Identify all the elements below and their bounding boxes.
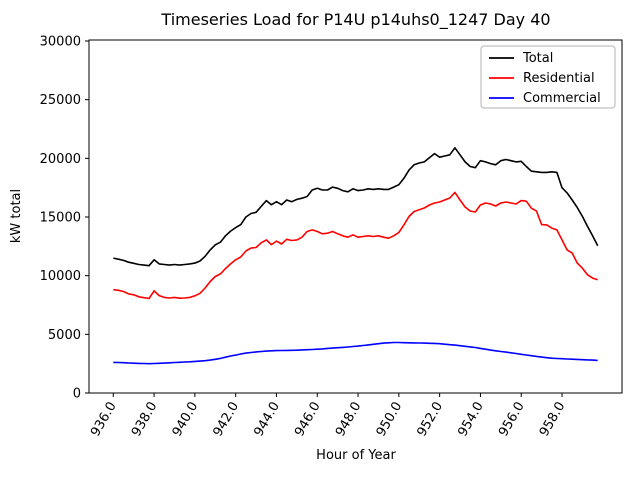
y-axis-ticks: 0 5000 10000 15000 20000 25000 30000 xyxy=(40,35,89,402)
x-axis-label: Hour of Year xyxy=(316,448,396,463)
y-axis-label: kW total xyxy=(9,189,24,243)
x-tick-label: 936.0 xyxy=(88,400,120,440)
x-tick-label: 956.0 xyxy=(496,400,528,440)
legend-label-total: Total xyxy=(522,51,553,66)
x-tick-label: 958.0 xyxy=(537,400,569,440)
x-tick-label: 952.0 xyxy=(415,400,447,440)
y-tick-label: 0 xyxy=(73,387,81,402)
chart-title: Timeseries Load for P14U p14uhs0_1247 Da… xyxy=(160,10,550,30)
legend-entry-commercial: Commercial xyxy=(489,91,601,106)
legend-label-commercial: Commercial xyxy=(523,91,601,106)
y-tick-label: 25000 xyxy=(40,93,81,108)
plot-lines xyxy=(113,147,599,365)
x-tick-label: 950.0 xyxy=(374,400,406,440)
legend-box xyxy=(480,45,616,109)
x-axis-ticks: 936.0 938.0 940.0 942.0 944.0 946.0 948.0 950.0… xyxy=(88,393,568,439)
y-tick-label: 30000 xyxy=(40,35,81,50)
x-tick-label: 942.0 xyxy=(211,400,243,440)
y-tick-label: 10000 xyxy=(40,269,81,284)
legend: Total Residential Commercial xyxy=(480,45,616,109)
x-tick-label: 940.0 xyxy=(170,400,202,440)
x-tick-label: 948.0 xyxy=(333,400,365,440)
residential-line xyxy=(113,191,598,300)
x-tick-label: 944.0 xyxy=(251,400,283,440)
x-tick-label: 938.0 xyxy=(129,400,161,440)
y-tick-label: 15000 xyxy=(40,211,81,226)
y-tick-label: 5000 xyxy=(48,328,81,343)
legend-label-residential: Residential xyxy=(523,71,595,86)
legend-entry-total: Total xyxy=(489,51,553,66)
legend-entry-residential: Residential xyxy=(489,71,595,86)
commercial-line xyxy=(113,341,598,365)
y-tick-label: 20000 xyxy=(40,152,81,167)
x-tick-label: 954.0 xyxy=(455,400,487,440)
x-tick-label: 946.0 xyxy=(292,400,324,440)
total-line xyxy=(113,147,599,267)
